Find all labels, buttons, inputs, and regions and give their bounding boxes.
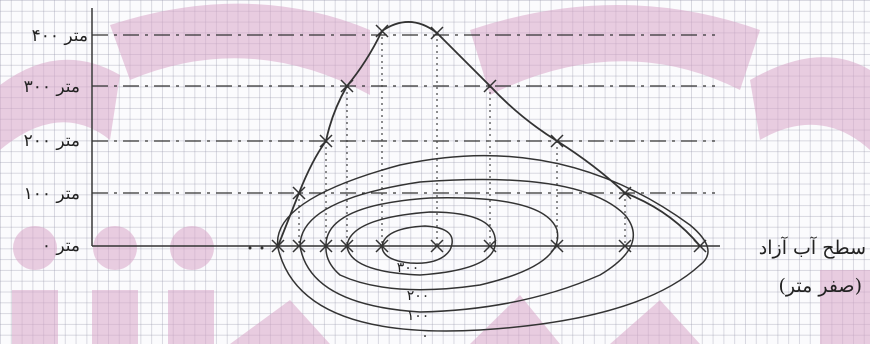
contour-labels: ۳۰۰ ۲۰۰ ۱۰۰ ۰ [397,260,430,344]
watermark-logo [0,3,870,344]
profile-curve [277,21,701,247]
contour-line-100 [299,178,634,313]
sea-level-label: سطح آب آزاد [759,236,866,259]
baseline-dots [248,246,264,250]
elevation-dashed-lines [92,34,715,194]
label-200: ۲۰۰ متر [24,131,80,151]
contour-line-0 [276,154,709,332]
contour-label-0: ۰ [421,328,429,344]
contour-label-200: ۲۰۰ [407,288,430,304]
contour-line-300 [346,211,496,276]
label-100: ۱۰۰ متر [24,184,80,204]
label-400: ۴۰۰ متر [32,26,88,46]
elevation-labels: ۴۰۰ متر ۳۰۰ متر ۲۰۰ متر ۱۰۰ متر ۰ متر [24,26,88,256]
contour-line-400 [381,225,453,264]
projection-lines [298,31,626,246]
label-300: ۳۰۰ متر [24,77,80,97]
profile-markers [271,24,707,253]
sea-level-sublabel: (صفر متر) [778,275,862,297]
contour-label-300: ۳۰۰ [397,260,420,276]
label-0: ۰ متر [42,236,80,256]
contour-label-100: ۱۰۰ [407,308,430,324]
